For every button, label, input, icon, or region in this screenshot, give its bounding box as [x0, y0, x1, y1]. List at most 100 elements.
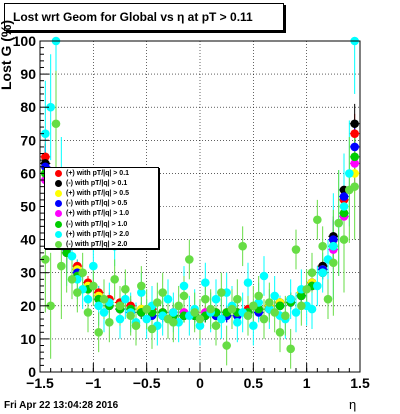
data-point [217, 314, 226, 324]
y-tick-label: 0 [28, 364, 36, 380]
data-point [350, 129, 359, 138]
legend-marker [55, 179, 62, 187]
data-point [259, 271, 269, 281]
data-point [73, 288, 82, 297]
legend-label: (+) with pT/|q| > 0.1 [66, 169, 130, 177]
legend-entry: (+) with pT/|q| > 0.1 [45, 168, 158, 178]
legend-label: (-) with pT/|q| > 1.0 [66, 220, 128, 228]
data-point [83, 294, 93, 304]
chart-title: Lost wrt Geom for Global vs η at pT > 0.… [4, 3, 284, 31]
data-point [286, 344, 295, 354]
data-point [350, 182, 359, 191]
data-point [89, 281, 98, 291]
data-point [41, 129, 50, 138]
data-point [227, 304, 237, 314]
data-point [99, 308, 109, 317]
data-point [94, 301, 103, 311]
legend-marker [55, 230, 62, 238]
data-point [147, 324, 157, 334]
legend-entry: (+) with pT/|q| > 1.0 [45, 209, 158, 219]
y-tick-label: 100 [13, 33, 37, 49]
data-point [121, 284, 130, 294]
data-point [46, 301, 55, 311]
data-point [243, 311, 253, 321]
data-point [307, 268, 317, 278]
data-point [174, 301, 183, 311]
data-point [131, 321, 141, 330]
legend-label: (-) with pT/|q| > 2.0 [66, 240, 128, 248]
data-point [270, 308, 279, 317]
data-point [67, 275, 77, 284]
data-point [243, 278, 253, 287]
y-tick-label: 80 [20, 99, 36, 115]
y-tick-label: 90 [20, 66, 36, 82]
data-point [275, 327, 285, 337]
tick-labels: −1.5 −1 −0.5 0 0.5 1 1.5 0 10 20 30 40 50 60 70 80 90 100 [13, 33, 370, 391]
y-tick-label: 30 [20, 265, 36, 281]
data-point [110, 275, 119, 284]
x-tick-label: 0 [196, 375, 204, 391]
x-tick-label: 0.5 [244, 375, 264, 391]
data-point [211, 294, 221, 304]
legend-entry: (-) with pT/|q| > 0.1 [45, 178, 158, 188]
datestamp: Fri Apr 22 13:04:28 2016 [4, 400, 119, 411]
legend-marker [55, 240, 62, 248]
data-point [249, 301, 258, 311]
data-point [291, 245, 301, 254]
x-tick-label: 1 [303, 375, 311, 391]
data-point [318, 241, 327, 251]
data-point [51, 119, 61, 129]
data-point [339, 192, 349, 201]
legend-marker [55, 210, 62, 218]
data-point [83, 308, 93, 317]
legend-entry: (-) with pT/|q| > 2.0 [45, 239, 158, 249]
legend-label: (+) with pT/|q| > 0.5 [66, 189, 130, 197]
data-point [99, 294, 109, 304]
y-tick-label: 60 [20, 165, 36, 181]
y-tick-label: 70 [20, 132, 36, 148]
data-point [153, 298, 162, 307]
x-tick-label: −0.5 [133, 375, 161, 391]
data-point [329, 241, 338, 251]
data-point [137, 288, 146, 297]
legend-label: (+) with pT/|q| > 1.0 [66, 210, 130, 218]
data-point [94, 327, 103, 337]
data-point [307, 304, 317, 314]
data-point [318, 268, 327, 278]
data-point [185, 255, 194, 264]
y-tick-label: 50 [20, 199, 36, 215]
data-point [169, 308, 178, 317]
data-point [57, 261, 66, 271]
data-point [137, 281, 146, 291]
legend-label: (+) with pT/|q| > 2.0 [66, 230, 130, 238]
legend-entry: (+) with pT/|q| > 0.5 [45, 188, 158, 198]
y-tick-label: 10 [20, 331, 36, 347]
data-point [350, 159, 359, 168]
data-point [323, 294, 333, 304]
data-point [121, 294, 130, 304]
data-point [67, 251, 77, 261]
data-point [339, 208, 349, 218]
data-point [281, 311, 290, 321]
data-point [142, 314, 151, 324]
data-point [179, 291, 189, 301]
data-point [238, 241, 247, 251]
x-tick-label: 1.5 [350, 375, 370, 391]
axis-ticks [39, 40, 361, 373]
data-point [201, 294, 210, 304]
data-point [89, 261, 98, 271]
y-tick-label: 20 [20, 298, 36, 314]
data-point [302, 284, 311, 294]
legend-marker [55, 220, 62, 228]
x-axis-label: η [349, 397, 357, 412]
data-point [222, 341, 231, 350]
data-point [217, 288, 226, 297]
data-point [201, 278, 210, 287]
data-point [350, 142, 359, 152]
y-tick-label: 40 [20, 232, 36, 248]
data-point [78, 268, 87, 278]
data-point [291, 308, 301, 317]
y-axis-label: Lost G (%) [0, 20, 14, 90]
legend-entry: (-) with pT/|q| > 0.5 [45, 199, 158, 209]
data-point [259, 314, 269, 324]
